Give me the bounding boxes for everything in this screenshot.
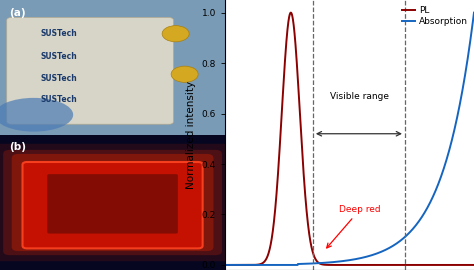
PL <box>328 263 334 266</box>
FancyBboxPatch shape <box>22 162 202 248</box>
Text: (a): (a) <box>9 8 26 18</box>
PL <box>222 263 228 266</box>
Absorption <box>471 11 474 14</box>
PL <box>439 263 445 266</box>
Text: (b): (b) <box>9 142 26 152</box>
Absorption <box>466 48 472 51</box>
Absorption <box>318 261 323 265</box>
PL <box>265 252 271 256</box>
FancyBboxPatch shape <box>0 144 235 261</box>
PL <box>288 11 293 14</box>
PL <box>318 262 323 266</box>
FancyBboxPatch shape <box>3 150 222 255</box>
FancyBboxPatch shape <box>7 18 173 124</box>
Text: SUSTech: SUSTech <box>40 52 77 61</box>
Y-axis label: Normalized intensity: Normalized intensity <box>186 81 196 189</box>
Text: SUSTech: SUSTech <box>40 95 77 104</box>
Text: Deep red: Deep red <box>327 205 381 248</box>
Absorption <box>251 263 256 266</box>
Text: SUSTech: SUSTech <box>40 74 77 83</box>
Circle shape <box>162 26 189 42</box>
Ellipse shape <box>0 98 73 131</box>
Legend: PL, Absorption: PL, Absorption <box>400 5 469 28</box>
Circle shape <box>171 66 198 82</box>
Absorption <box>439 171 445 175</box>
Absorption <box>265 263 271 266</box>
PL <box>471 263 474 266</box>
Line: Absorption: Absorption <box>225 13 474 265</box>
Text: SUSTech: SUSTech <box>40 29 77 38</box>
PL <box>251 263 256 266</box>
FancyBboxPatch shape <box>12 154 213 251</box>
Absorption <box>222 263 228 266</box>
Text: Visible range: Visible range <box>330 92 389 101</box>
PL <box>466 263 472 266</box>
Absorption <box>328 261 334 264</box>
FancyBboxPatch shape <box>47 174 178 234</box>
Line: PL: PL <box>225 13 474 265</box>
